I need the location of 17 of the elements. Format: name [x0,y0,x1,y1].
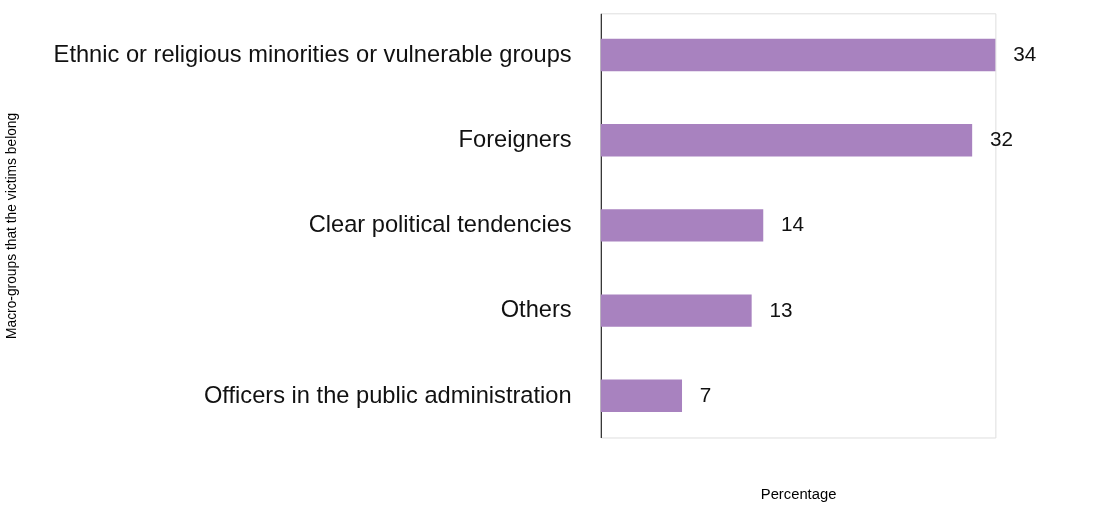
y-axis-title: Macro-groups that the victims belong [3,112,20,340]
data-label: 13 [769,297,793,321]
bar [600,379,683,412]
bar [600,124,973,157]
data-label: 32 [989,127,1013,151]
bar [600,294,752,327]
x-axis-title: Percentage [760,486,837,503]
y-tick-label: Officers in the public administration [203,381,572,408]
bar [600,209,764,242]
data-label: 14 [781,212,805,236]
y-tick-label: Others [500,296,572,323]
data-label: 34 [1013,41,1037,65]
y-tick-label: Clear political tendencies [308,211,572,238]
bar [600,38,996,72]
y-tick-label: Ethnic or religious minorities or vulnerable groups [53,40,572,67]
data-label: 7 [699,382,712,406]
y-tick-label: Foreigners [458,126,572,153]
